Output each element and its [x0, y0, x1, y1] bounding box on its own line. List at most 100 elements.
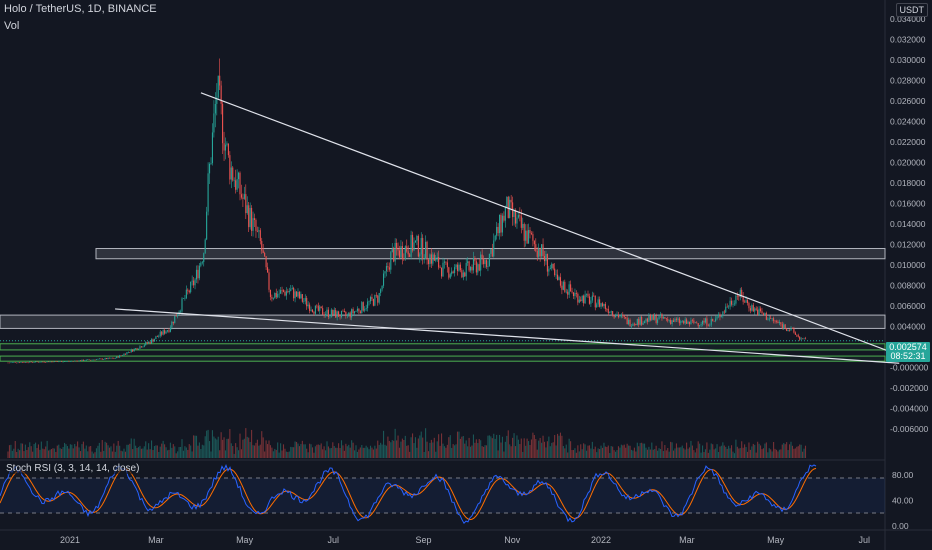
- volume-bar: [768, 448, 770, 458]
- volume-bar: [738, 448, 740, 458]
- volume-bar: [168, 449, 170, 458]
- volume-bar: [636, 442, 638, 458]
- volume-bar: [472, 434, 474, 458]
- candle-body: [126, 352, 128, 355]
- candle-body: [729, 300, 731, 307]
- price-tick-10: 0.014000: [890, 219, 926, 229]
- volume-bar: [190, 445, 192, 458]
- candle-body: [665, 318, 667, 320]
- volume-bar: [760, 445, 762, 458]
- candle-body: [474, 257, 476, 262]
- candle-body: [613, 315, 615, 318]
- candle-body: [530, 233, 532, 235]
- volume-bar: [71, 444, 73, 458]
- candle-body: [638, 319, 640, 325]
- volume-bar: [235, 443, 237, 458]
- candle-body: [783, 324, 785, 329]
- candle-body: [445, 261, 447, 263]
- trendlines-layer[interactable]: [115, 92, 900, 364]
- volume-bar: [97, 445, 99, 458]
- candle-body: [391, 248, 393, 253]
- volume-label[interactable]: Vol: [4, 20, 20, 32]
- candle-body: [259, 230, 261, 241]
- candle-body: [222, 103, 224, 144]
- volume-bar: [143, 446, 145, 458]
- volume-bar: [132, 449, 134, 458]
- candle-body: [601, 303, 604, 307]
- volume-bar: [765, 442, 767, 458]
- volume-bar: [522, 451, 524, 458]
- unit-badge[interactable]: USDT: [895, 3, 928, 17]
- volume-bar: [757, 441, 759, 458]
- volume-bar: [40, 441, 42, 458]
- volume-bar: [626, 443, 628, 458]
- volume-bar: [227, 438, 229, 458]
- candle-body: [116, 356, 118, 359]
- volume-bar: [351, 440, 353, 458]
- volume-bar: [480, 440, 482, 458]
- volume-bar: [448, 437, 450, 458]
- volume-bars: [7, 428, 807, 458]
- candle-body: [688, 321, 691, 325]
- candle-body: [79, 360, 82, 361]
- candle-body: [422, 237, 424, 260]
- stoch-rsi-label[interactable]: Stoch RSI (3, 3, 14, 14, close): [4, 463, 142, 474]
- trendline-1[interactable]: [115, 308, 900, 364]
- candle-body: [396, 242, 398, 250]
- volume-bar: [256, 439, 258, 458]
- candle-body: [577, 293, 579, 303]
- candle-body: [542, 244, 544, 257]
- candle-body: [787, 329, 789, 331]
- volume-bar: [275, 449, 277, 458]
- trendline-0[interactable]: [200, 92, 900, 356]
- volume-bar: [678, 447, 680, 458]
- volume-bar: [474, 442, 476, 458]
- volume-bar: [390, 442, 392, 458]
- volume-bar: [35, 442, 37, 458]
- volume-bar: [146, 449, 148, 458]
- volume-bar: [242, 439, 244, 458]
- volume-bar: [75, 446, 77, 458]
- candle-body: [681, 321, 683, 322]
- volume-bar: [454, 445, 456, 458]
- candle-body: [307, 304, 309, 307]
- candle-body: [642, 323, 644, 325]
- volume-bar: [546, 441, 548, 458]
- symbol-title[interactable]: Holo / TetherUS, 1D, BINANCE: [4, 3, 157, 15]
- price-pane[interactable]: [0, 0, 885, 460]
- candle-body: [580, 299, 582, 301]
- stoch-pane[interactable]: [0, 460, 885, 530]
- volume-bar: [232, 445, 234, 458]
- candle-body: [464, 272, 466, 277]
- candle-body: [649, 315, 651, 321]
- candle-body: [487, 265, 489, 267]
- volume-bar: [713, 449, 715, 458]
- volume-bar: [383, 430, 385, 458]
- volume-bar: [510, 446, 512, 458]
- candle-body: [767, 319, 769, 321]
- volume-bar: [65, 444, 67, 458]
- candle-body: [516, 217, 518, 224]
- candle-body: [281, 290, 283, 291]
- volume-bar: [700, 452, 702, 458]
- candle-body: [712, 318, 714, 321]
- candle-body: [275, 292, 277, 298]
- candle-body: [242, 197, 244, 199]
- volume-bar: [172, 444, 174, 458]
- volume-bar: [403, 440, 405, 458]
- candle-body: [694, 322, 696, 324]
- volume-bar: [720, 445, 722, 458]
- candle-body: [68, 361, 70, 362]
- volume-bar: [207, 429, 209, 458]
- volume-bar: [483, 446, 485, 458]
- volume-bar: [549, 446, 551, 458]
- volume-bar: [716, 444, 718, 458]
- volume-bar: [539, 437, 541, 458]
- candle-body: [583, 295, 585, 304]
- candle-body: [417, 235, 419, 257]
- price-axis[interactable]: 0.034000 0.032000 0.030000 0.028000 0.026000…: [890, 14, 929, 434]
- candle-body: [723, 311, 725, 313]
- volume-bar: [430, 439, 432, 458]
- time-axis[interactable]: 2021 Mar May Jul Sep Nov 2022 Mar May Jul: [60, 535, 870, 545]
